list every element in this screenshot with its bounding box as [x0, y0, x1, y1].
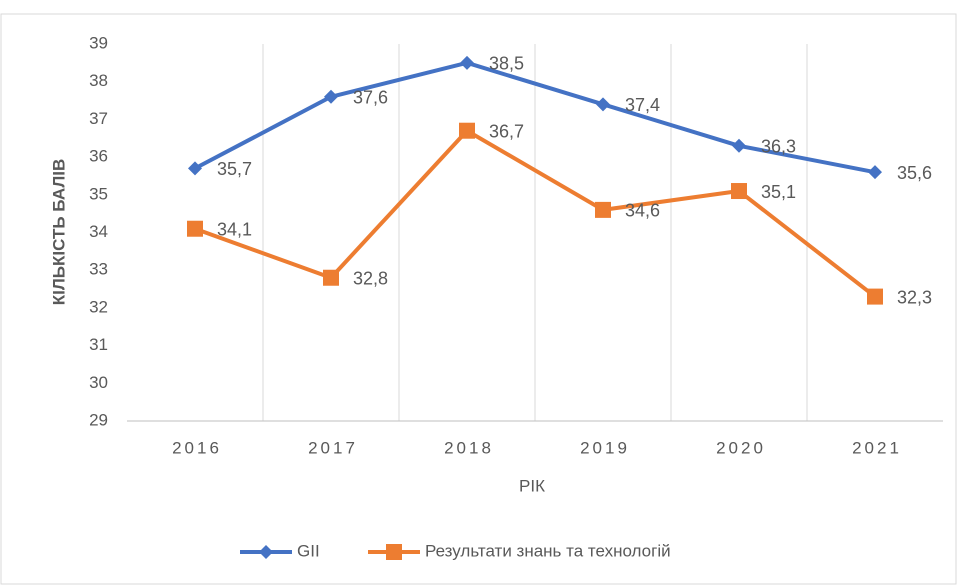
- y-tick-label: 38: [89, 71, 108, 90]
- x-tick-label: 2020: [716, 438, 766, 457]
- legend-marker: [259, 545, 273, 559]
- data-label: 37,6: [353, 88, 388, 108]
- series-line: [194, 60, 876, 175]
- x-tick-label: 2016: [172, 438, 222, 457]
- y-tick-label: 34: [89, 222, 108, 241]
- y-axis-title: КІЛЬКІСТЬ БАЛІВ: [49, 159, 68, 306]
- data-label: 38,5: [489, 54, 524, 74]
- y-tick-label: 31: [89, 335, 108, 354]
- x-tick-label: 2017: [308, 438, 358, 457]
- data-point: [595, 201, 611, 218]
- data-label: 36,3: [761, 137, 796, 157]
- data-point: [868, 165, 882, 180]
- x-tick-label: 2018: [444, 438, 494, 457]
- data-point: [867, 288, 883, 305]
- data-point: [732, 138, 746, 153]
- data-point: [459, 122, 475, 139]
- data-label: 32,8: [353, 268, 388, 288]
- data-label: 35,6: [897, 163, 932, 183]
- y-tick-label: 36: [89, 147, 108, 166]
- series-line: [194, 128, 877, 299]
- x-axis-title: РІК: [519, 476, 545, 495]
- y-tick-label: 29: [89, 410, 108, 429]
- data-point: [187, 220, 203, 237]
- y-tick-label: 35: [89, 184, 108, 203]
- data-point: [596, 97, 610, 112]
- y-tick-label: 37: [89, 109, 108, 128]
- data-label: 32,3: [897, 287, 932, 307]
- data-label: 35,7: [217, 159, 252, 179]
- legend-label: GII: [297, 541, 320, 560]
- data-point: [460, 55, 474, 70]
- x-tick-label: 2019: [580, 438, 630, 457]
- data-label: 36,7: [489, 121, 524, 141]
- chart-frame: [0, 13, 957, 585]
- data-label: 37,4: [625, 95, 660, 115]
- data-point: [324, 89, 338, 104]
- data-label: 34,1: [217, 219, 252, 239]
- y-tick-label: 32: [89, 297, 108, 316]
- data-point: [323, 269, 339, 286]
- data-point: [188, 161, 202, 176]
- y-tick-label: 39: [89, 33, 108, 52]
- y-tick-label: 30: [89, 373, 108, 392]
- y-tick-label: 33: [89, 260, 108, 279]
- x-tick-label: 2021: [852, 438, 902, 457]
- data-label: 35,1: [761, 182, 796, 202]
- data-label: 34,6: [625, 201, 660, 221]
- legend-marker: [386, 544, 402, 560]
- data-point: [731, 183, 747, 200]
- legend-label: Результати знань та технологій: [425, 541, 671, 560]
